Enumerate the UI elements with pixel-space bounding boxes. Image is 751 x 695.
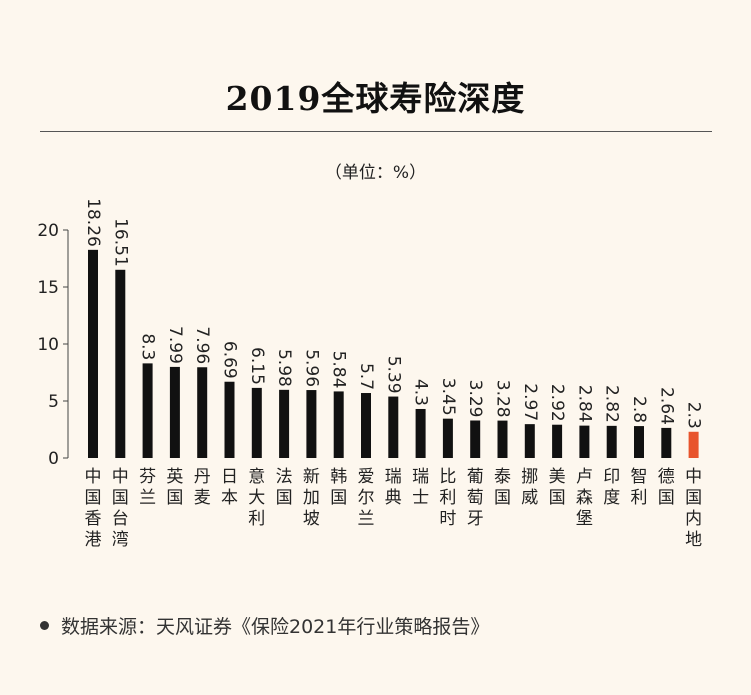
bar (470, 420, 481, 458)
bar-value-label: 18.26 (83, 198, 103, 247)
y-tick-label: 0 (48, 449, 59, 469)
x-category-label: 爱尔兰 (358, 467, 375, 529)
unit-label: （单位：%） (324, 163, 427, 183)
bar (606, 425, 617, 458)
bullet-dot (40, 621, 49, 630)
x-category-label: 英国 (166, 467, 183, 508)
x-category-label: 智利 (631, 467, 648, 508)
bar-value-label: 6.15 (247, 347, 267, 385)
bar (415, 408, 426, 458)
x-category-label: 德国 (658, 467, 675, 508)
bar (688, 431, 699, 458)
x-category-label: 泰国 (494, 467, 511, 508)
bar (142, 363, 153, 458)
bar (224, 381, 235, 458)
x-category-label: 丹麦 (194, 467, 211, 508)
bar (442, 418, 453, 458)
bar-value-label: 2.64 (656, 387, 676, 425)
bar (279, 389, 290, 458)
bar-value-label: 2.82 (602, 385, 622, 423)
y-tick-label: 10 (37, 335, 59, 355)
bar-value-label: 5.39 (383, 356, 403, 394)
bar-value-label: 5.96 (301, 349, 321, 387)
y-tick-label: 20 (37, 221, 59, 241)
bar-value-label: 5.98 (274, 349, 294, 387)
bar (333, 391, 344, 458)
bar (634, 426, 644, 458)
x-category-label: 意大利 (248, 467, 265, 529)
y-tick-label: 15 (37, 278, 59, 298)
bar-value-label: 2.8 (629, 396, 649, 423)
x-category-label: 芬兰 (139, 467, 156, 508)
y-tick-label: 5 (48, 392, 59, 412)
x-category-label: 中国台湾 (112, 467, 129, 550)
source-note: 数据来源：天风证券《保险2021年行业策略报告》 (40, 612, 489, 639)
bar-value-label: 3.28 (493, 380, 513, 418)
bar-value-label: 2.84 (574, 385, 594, 423)
x-category-label: 印度 (603, 467, 620, 508)
x-category-label: 日本 (221, 467, 238, 508)
x-category-label: 瑞典 (385, 467, 402, 508)
title-divider (40, 131, 712, 132)
bar (115, 269, 126, 458)
x-category-label: 韩国 (330, 467, 347, 508)
bar (306, 390, 317, 458)
x-category-label: 法国 (276, 467, 293, 508)
bar (197, 367, 208, 458)
bar-value-label: 3.29 (465, 380, 485, 418)
x-category-label: 瑞士 (412, 467, 429, 508)
x-category-label: 卢森堡 (576, 467, 593, 529)
bar (388, 396, 399, 458)
bar-chart: 0 5 10 15 20 18.26 中国香港 16.51 中国台湾 8.3 芬兰 7.99 英国 7.… (37, 198, 704, 550)
bar-value-label: 7.96 (192, 326, 212, 364)
source-text: 数据来源：天风证券《保险2021年行业策略报告》 (61, 616, 490, 638)
x-category-label: 中国香港 (85, 467, 102, 550)
bar (88, 249, 98, 458)
x-category-label: 比利时 (439, 467, 456, 529)
bar-value-label: 7.99 (165, 326, 185, 364)
bar (169, 366, 180, 458)
bar (361, 393, 371, 458)
bar (579, 425, 590, 458)
bar-value-label: 2.3 (684, 402, 704, 429)
x-category-label: 挪威 (521, 467, 538, 508)
bar (661, 427, 672, 458)
x-category-label: 葡萄牙 (467, 467, 484, 529)
bar (497, 420, 508, 458)
bar-value-label: 6.69 (220, 341, 240, 379)
bar-value-label: 5.84 (329, 351, 349, 389)
bar (251, 387, 262, 458)
x-category-label: 新加坡 (303, 467, 320, 529)
bar-value-label: 16.51 (110, 218, 130, 267)
bar-value-label: 2.92 (547, 384, 567, 422)
chart-title: 2019全球寿险深度 (225, 79, 526, 118)
bar-value-label: 3.45 (438, 378, 458, 416)
bar-value-label: 8.3 (138, 333, 158, 360)
bar-value-label: 4.3 (411, 379, 431, 406)
bar (552, 424, 563, 458)
x-category-label: 中国内地 (685, 467, 702, 550)
bar-value-label: 2.97 (520, 383, 540, 421)
bar (524, 424, 535, 458)
bar-value-label: 5.7 (356, 363, 376, 390)
x-category-label: 美国 (549, 467, 566, 508)
